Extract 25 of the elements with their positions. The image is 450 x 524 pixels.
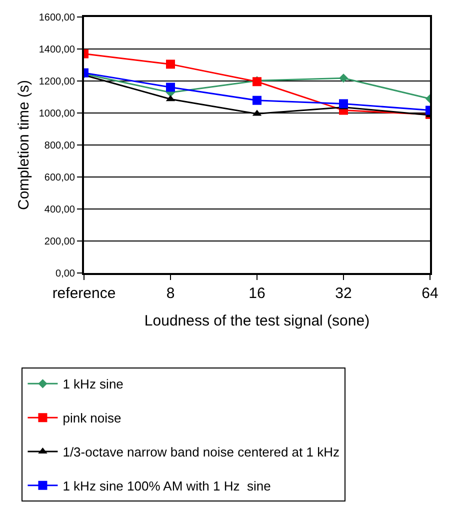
y-tick-label: 200,00 (44, 236, 76, 248)
y-tick-label: 800,00 (44, 140, 76, 152)
y-tick-label: 400,00 (44, 204, 76, 216)
point (166, 60, 175, 69)
y-tick-label: 600,00 (44, 172, 76, 184)
legend-label: 1 kHz sine (62, 376, 124, 392)
x-tick-label: 8 (166, 285, 175, 302)
legend-label: pink noise (62, 410, 122, 426)
point (339, 99, 348, 108)
y-tick-label: 1600,00 (38, 12, 76, 24)
y-tick-label: 1200,00 (38, 76, 76, 88)
x-tick-label: 32 (335, 285, 352, 302)
y-tick-label: 0,00 (56, 268, 76, 280)
point (338, 74, 348, 83)
x-axis-title: Loudness of the test signal (sone) (144, 312, 370, 330)
y-tick-label: 1400,00 (38, 44, 76, 56)
x-tick-label: 64 (422, 285, 438, 302)
legend-label: 1 kHz sine 100% AM with 1 Hz sine (62, 478, 271, 494)
x-tick-label: 16 (248, 285, 266, 302)
x-tick-label: reference (52, 285, 116, 302)
legend-label: 1/3-octave narrow band noise centered at 1 kHz (62, 444, 340, 460)
point (166, 82, 175, 92)
y-tick-label: 1000,00 (38, 108, 76, 120)
y-axis-title: Completion time (s) (16, 80, 33, 210)
point (252, 96, 262, 105)
